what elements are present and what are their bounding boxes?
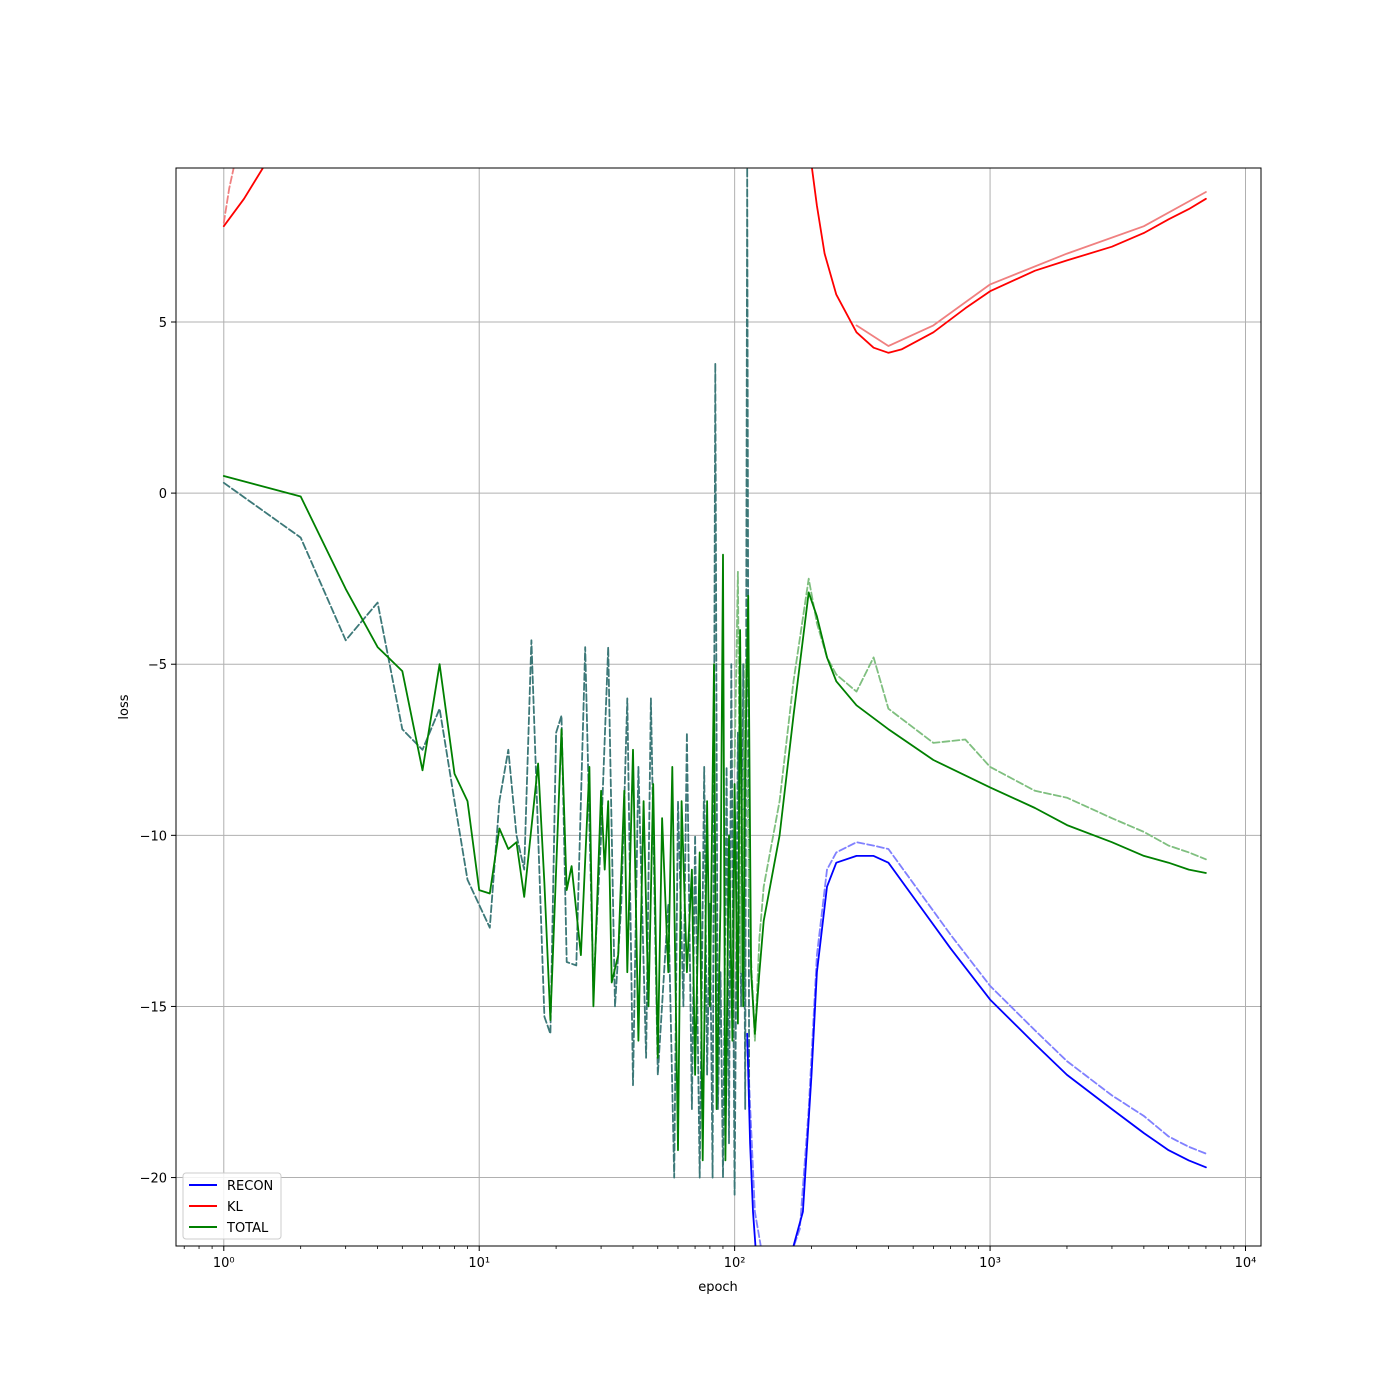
legend-box	[182, 1172, 282, 1240]
series-line-total	[222, 475, 1207, 1162]
legend-label: RECON	[227, 1179, 273, 1194]
legend: RECON KL TOTAL	[182, 1172, 282, 1240]
series-line-aux-1	[746, 841, 1207, 1246]
y-tick-label: 0	[159, 487, 167, 502]
x-tick-label: 10⁰	[213, 1256, 235, 1271]
x-tick-label: 10¹	[468, 1256, 490, 1271]
x-tick-label: 10³	[979, 1256, 1001, 1271]
y-tick-label: −10	[140, 829, 167, 844]
y-axis-label: loss	[117, 694, 132, 719]
legend-label: TOTAL	[226, 1221, 269, 1236]
ticks: 10⁰ 10¹ 10² 10³ 10⁴ 5 0 −5 −10 −15 −20	[140, 316, 1257, 1271]
y-tick-label: 5	[159, 316, 167, 331]
series-line-kl	[222, 168, 1207, 354]
x-tick-label: 10²	[724, 1256, 746, 1271]
series-line-aux-3	[222, 168, 235, 224]
y-tick-label: −20	[140, 1172, 167, 1187]
series-group	[222, 168, 1207, 1246]
series-line-recon	[746, 855, 1207, 1246]
y-tick-label: −5	[148, 658, 167, 673]
plot-frame	[175, 167, 1262, 1247]
x-axis-label: epoch	[698, 1280, 738, 1295]
y-tick-label: −15	[140, 1000, 167, 1015]
series-line-aux-4	[855, 191, 1207, 347]
legend-label: KL	[227, 1200, 244, 1215]
x-tick-label: 10⁴	[1235, 1256, 1257, 1271]
